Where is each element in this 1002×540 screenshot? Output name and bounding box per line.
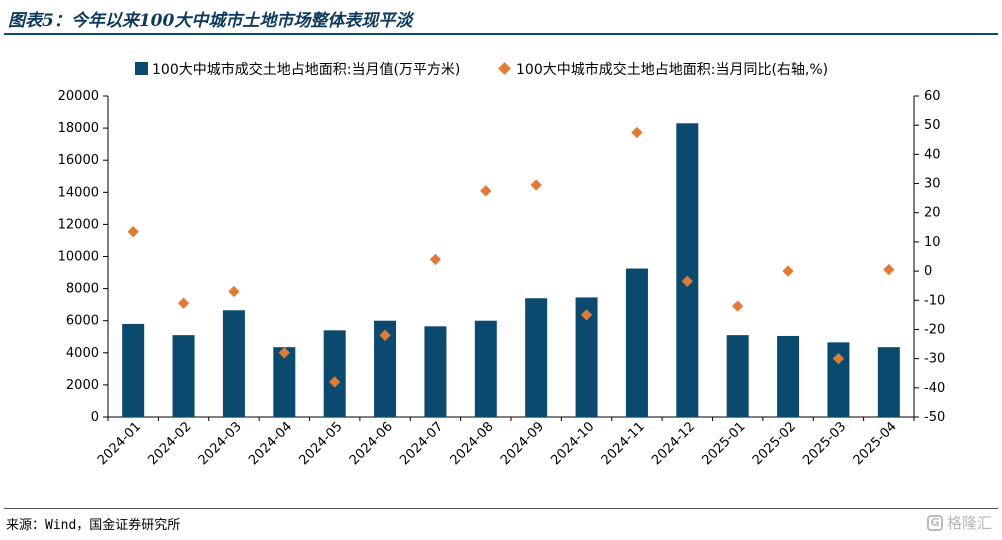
y-right-tick-label: 0	[924, 264, 932, 279]
x-axis-labels: 2024-01 2024-02 2024-03 2024-04 2024-05 2024-…	[95, 417, 915, 468]
x-tick-label: 2024-04	[246, 419, 295, 468]
yoy-point	[177, 297, 190, 309]
bar	[474, 320, 497, 417]
y-left-tick-label: 6000	[66, 314, 99, 329]
bar	[827, 342, 850, 417]
bar	[424, 326, 447, 417]
yoy-point	[530, 179, 542, 191]
yoy-point	[580, 309, 593, 321]
x-tick-label: 2024-10	[548, 419, 597, 468]
x-tick-label: 2024-07	[397, 419, 446, 468]
yoy-point	[228, 285, 240, 298]
bar	[374, 320, 397, 417]
y-left-tick-label: 14000	[58, 185, 99, 200]
bar	[777, 335, 800, 417]
y-left-tick-label: 10000	[58, 250, 99, 265]
yoy-point	[832, 352, 845, 365]
yoy-point	[379, 329, 391, 341]
y-right-tick-label: 40	[924, 147, 941, 162]
x-tick-label: 2024-01	[95, 419, 144, 468]
y-left-tick-label: 16000	[58, 153, 99, 168]
yoy-point	[681, 275, 693, 287]
x-tick-label: 2025-04	[851, 419, 900, 468]
bar	[222, 310, 245, 417]
bar	[625, 268, 648, 417]
source-note: 来源：Wind，国金证券研究所	[6, 518, 181, 533]
y-right-tick-label: 20	[924, 206, 941, 221]
legend-bar-swatch	[135, 62, 148, 75]
yoy-point	[429, 253, 442, 266]
yoy-series	[127, 126, 895, 388]
chart-title: 图表5：今年以来100大中城市土地市场整体表现平淡	[8, 11, 413, 31]
y-right-tick-label: -30	[924, 352, 945, 367]
yoy-point	[329, 376, 341, 388]
x-tick-label: 2024-09	[498, 419, 547, 468]
y-right-tick-label: 30	[924, 177, 941, 192]
y-right-tick-label: 10	[924, 235, 941, 250]
x-tick-label: 2024-05	[296, 419, 345, 468]
bar	[172, 335, 195, 417]
x-tick-label: 2025-03	[800, 419, 849, 468]
yoy-point	[631, 126, 643, 139]
legend-marker-swatch	[498, 62, 511, 75]
x-tick-label: 2024-11	[599, 419, 648, 468]
bar	[676, 123, 699, 417]
yoy-point	[480, 185, 492, 197]
title-divider	[4, 33, 998, 35]
x-tick-label: 2024-02	[145, 419, 194, 468]
footer-divider	[4, 508, 998, 509]
bar	[525, 298, 548, 417]
bar	[122, 323, 145, 417]
x-tick-label: 2025-01	[699, 419, 748, 468]
y-left-tick-label: 4000	[66, 346, 99, 361]
chart-canvas: 100大中城市成交土地占地面积:当月值(万平方米) 100大中城市成交土地占地面…	[58, 61, 946, 468]
x-tick-label: 2025-02	[750, 419, 799, 468]
y-left-tick-label: 20000	[58, 89, 99, 104]
x-tick-label: 2024-12	[649, 419, 698, 468]
yoy-point	[883, 263, 895, 276]
bar-series	[122, 123, 900, 417]
bar	[877, 347, 900, 417]
x-tick-label: 2024-03	[196, 419, 245, 468]
yoy-point	[278, 347, 290, 359]
y-right-tick-label: -10	[924, 293, 945, 308]
y-left-tick-label: 8000	[66, 282, 99, 297]
bar	[726, 335, 749, 417]
yoy-point	[732, 300, 744, 312]
y-right-tick-label: 50	[924, 118, 941, 133]
y-left-tick-label: 18000	[58, 121, 99, 136]
watermark-logo-icon: G	[926, 514, 943, 531]
y-left-tick-label: 2000	[66, 378, 99, 393]
legend-marker-label: 100大中城市成交土地占地面积:当月同比(右轴,%)	[516, 61, 828, 78]
yoy-point	[127, 226, 139, 238]
y-left-tick-label: 12000	[58, 217, 99, 232]
y-right-tick-label: -40	[924, 381, 945, 396]
x-tick-label: 2024-08	[448, 419, 497, 468]
watermark: G 格隆汇	[926, 512, 992, 533]
bar	[273, 347, 296, 417]
y-right-tick-label: 60	[924, 89, 941, 104]
bar	[323, 330, 346, 417]
bar	[575, 297, 598, 417]
y-right-tick-label: -50	[924, 410, 945, 425]
watermark-text: 格隆汇	[946, 514, 992, 532]
legend-bar-label: 100大中城市成交土地占地面积:当月值(万平方米)	[152, 61, 460, 78]
y-right-tick-label: -20	[924, 322, 945, 337]
x-tick-label: 2024-06	[347, 419, 396, 468]
legend: 100大中城市成交土地占地面积:当月值(万平方米) 100大中城市成交土地占地面…	[135, 61, 828, 78]
yoy-point	[782, 265, 794, 277]
y-left-tick-label: 0	[91, 410, 99, 425]
